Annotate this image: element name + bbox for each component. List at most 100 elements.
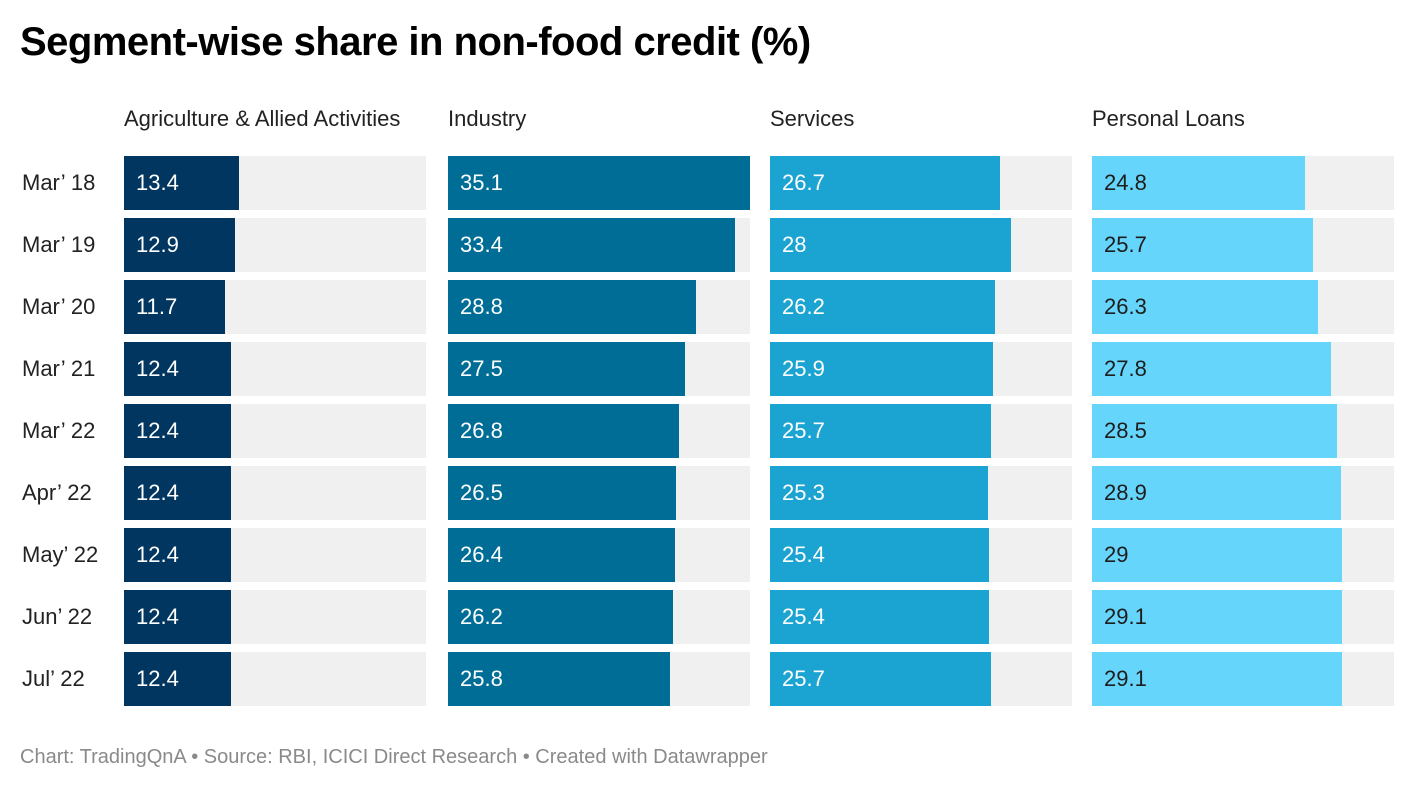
bar-track: 26.5: [448, 466, 750, 520]
bar-value-label: 12.4: [136, 604, 179, 629]
bar-value-label: 26.2: [782, 294, 825, 319]
bar-value-label: 28.5: [1104, 418, 1147, 443]
bar: [124, 652, 231, 706]
bar-value-label: 25.9: [782, 356, 825, 381]
row-label: Jul’ 22: [22, 666, 85, 691]
chart-title: Segment-wise share in non-food credit (%…: [20, 20, 811, 64]
bar: [1092, 218, 1313, 272]
bar-value-label: 29: [1104, 542, 1129, 567]
bar-value-label: 12.4: [136, 666, 179, 691]
bar: [448, 404, 679, 458]
bar-value-label: 25.7: [1104, 232, 1147, 257]
bar-track: 12.4: [124, 590, 426, 644]
bar-track: 25.4: [770, 528, 1072, 582]
bar-value-label: 11.7: [136, 294, 178, 319]
bar-track: 25.7: [770, 404, 1072, 458]
bar: [124, 404, 231, 458]
bar: [124, 342, 231, 396]
bar: [770, 342, 993, 396]
bar-track: 26.4: [448, 528, 750, 582]
bar: [770, 590, 989, 644]
bar: [448, 342, 685, 396]
bar: [1092, 280, 1318, 334]
bar: [448, 218, 735, 272]
bar-value-label: 26.4: [460, 542, 503, 567]
bar-track: 33.4: [448, 218, 750, 272]
row-label: Apr’ 22: [22, 480, 92, 505]
chart-footer: Chart: TradingQnA • Source: RBI, ICICI D…: [20, 746, 768, 768]
bar: [124, 528, 231, 582]
bar-value-label: 25.3: [782, 480, 825, 505]
bar-track: 25.3: [770, 466, 1072, 520]
bar-value-label: 26.7: [782, 170, 825, 195]
bar-track: 28.8: [448, 280, 750, 334]
row-label: Mar’ 18: [22, 170, 96, 195]
bar: [124, 218, 235, 272]
row-label: May’ 22: [22, 542, 99, 567]
bar: [1092, 342, 1331, 396]
bar-track: 25.9: [770, 342, 1072, 396]
bar-track: 12.4: [124, 652, 426, 706]
bar-track: 13.4: [124, 156, 426, 210]
bar: [448, 280, 696, 334]
bar-value-label: 25.4: [782, 542, 825, 567]
bar-value-label: 28.8: [460, 294, 503, 319]
bar-track: 26.7: [770, 156, 1072, 210]
series-header: Industry: [448, 105, 527, 131]
bar-value-label: 12.4: [136, 418, 179, 443]
series-header: Services: [770, 105, 855, 131]
bar-track: 29.1: [1092, 590, 1394, 644]
bar-track: 26.2: [448, 590, 750, 644]
bar-track: 29: [1092, 528, 1394, 582]
bar-value-label: 12.9: [136, 232, 179, 257]
bar-track: 28.5: [1092, 404, 1394, 458]
bar-track: 25.7: [770, 652, 1072, 706]
bar-track: 27.5: [448, 342, 750, 396]
bar: [770, 528, 989, 582]
bar-value-label: 26.2: [460, 604, 503, 629]
bar-value-label: 25.8: [460, 666, 503, 691]
bar-value-label: 24.8: [1104, 170, 1147, 195]
bar-value-label: 28: [782, 232, 807, 257]
bar: [770, 156, 1000, 210]
bar-value-label: 33.4: [460, 232, 503, 257]
bar-track: 29.1: [1092, 652, 1394, 706]
bar-value-label: 12.4: [136, 356, 179, 381]
bar-value-label: 29.1: [1104, 604, 1147, 629]
bar-value-label: 27.5: [460, 356, 503, 381]
bar-value-label: 12.4: [136, 480, 179, 505]
row-label: Mar’ 21: [22, 356, 96, 381]
bar-track: 12.4: [124, 466, 426, 520]
bar: [448, 590, 673, 644]
bar: [1092, 528, 1342, 582]
series-header: Agriculture & Allied Activities: [124, 105, 401, 131]
bar: [770, 466, 988, 520]
bar-track: 12.4: [124, 528, 426, 582]
bar-track: 28: [770, 218, 1072, 272]
bar: [770, 652, 991, 706]
bar-track: 25.4: [770, 590, 1072, 644]
row-label: Mar’ 22: [22, 418, 96, 443]
bar-value-label: 25.7: [782, 418, 825, 443]
row-label: Jun’ 22: [22, 604, 93, 629]
bar: [1092, 156, 1305, 210]
bar-value-label: 35.1: [460, 170, 503, 195]
bar: [448, 528, 675, 582]
bar-value-label: 26.5: [460, 480, 503, 505]
bar: [448, 466, 676, 520]
bar: [124, 590, 231, 644]
bar-track: 35.1: [448, 156, 750, 210]
bar-value-label: 26.8: [460, 418, 503, 443]
bar: [1092, 590, 1342, 644]
bar-track: 28.9: [1092, 466, 1394, 520]
bar-track: 25.7: [1092, 218, 1394, 272]
bar: [448, 652, 670, 706]
bar-value-label: 25.7: [782, 666, 825, 691]
bar-track: 12.4: [124, 404, 426, 458]
bar: [124, 280, 225, 334]
bar: [124, 156, 239, 210]
bar: [770, 404, 991, 458]
bar: [448, 156, 750, 210]
bar-value-label: 13.4: [136, 170, 179, 195]
bar-value-label: 29.1: [1104, 666, 1147, 691]
